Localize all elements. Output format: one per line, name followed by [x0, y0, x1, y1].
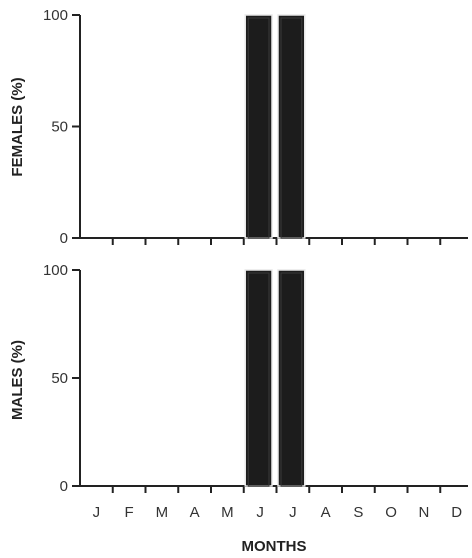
month-label: J [256, 504, 264, 521]
month-label: D [451, 504, 462, 521]
x-axis-title: MONTHS [242, 538, 307, 555]
month-label: N [418, 504, 429, 521]
females-bar-5 [244, 14, 273, 239]
males-bar-6-inner [280, 272, 303, 487]
males-bar-5-inner [247, 272, 270, 487]
month-label: M [156, 504, 169, 521]
month-label: O [385, 504, 397, 521]
month-label: A [190, 504, 200, 521]
females-panel: FEMALES (%) 0 50 100 [9, 7, 468, 247]
month-label: A [321, 504, 331, 521]
month-label: F [125, 504, 134, 521]
males-y-tick-label: 100 [43, 262, 68, 279]
females-bar-6 [277, 14, 306, 239]
females-bar-6-inner [280, 17, 303, 239]
month-label: S [353, 504, 363, 521]
females-bar-5-inner [247, 17, 270, 239]
males-y-tick-label: 50 [51, 370, 68, 387]
males-y-tick-label: 0 [60, 478, 68, 495]
females-y-tick-label: 50 [51, 119, 68, 136]
males-ylabel: MALES (%) [9, 340, 26, 420]
females-y-tick-label: 100 [43, 7, 68, 24]
month-label: M [221, 504, 234, 521]
males-bar-6 [277, 269, 306, 487]
females-y-tick-label: 0 [60, 230, 68, 247]
males-panel: MALES (%) 0 50 100 J F M A M J J A S O N D [9, 262, 468, 521]
males-bar-5 [244, 269, 273, 487]
month-label: J [289, 504, 297, 521]
month-label: J [93, 504, 101, 521]
females-ylabel: FEMALES (%) [9, 77, 26, 176]
